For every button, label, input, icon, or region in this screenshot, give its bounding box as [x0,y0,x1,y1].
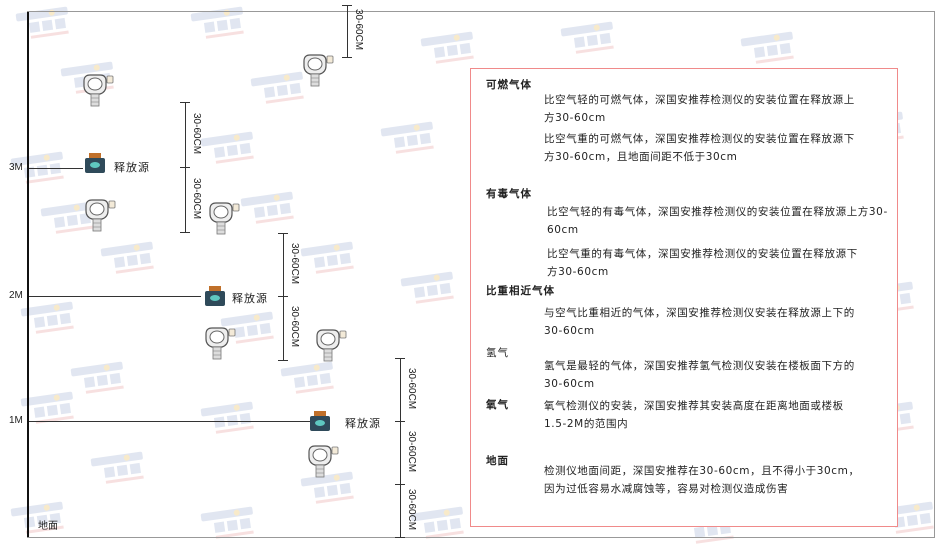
ground-text: 检测仪地面间距，深国安推荐在30-60cm，且不得小于30cm，因为过低容易水减… [544,465,860,495]
toxic-heavier: 比空气重的有毒气体，深国安推荐检测仪的安装位置在释放源下方30-60cm [547,248,858,278]
dimension-line [400,421,401,484]
gas-detector-icon [85,199,116,232]
dimension-label: 30-60CM [406,488,417,530]
source-label: 释放源 [232,292,268,305]
hydrogen-title: 氢气 [486,347,509,359]
dimension-label: 30-60CM [353,9,364,51]
watermark-logo [300,241,354,274]
dimension-tick [395,421,405,422]
level-line-3m [29,168,83,169]
watermark-logo [20,301,74,334]
dimension-tick [395,358,405,359]
similar-text: 与空气比重相近的气体，深国安推荐检测仪安装在释放源上下的30-60cm [544,307,855,337]
watermark-logo [380,121,434,154]
wall-line [27,11,29,538]
dimension-line [283,296,284,360]
watermark-logo [740,31,794,64]
dimension-tick [180,102,190,103]
floor-line [27,537,935,538]
dimension-label: 30-60CM [406,367,417,409]
combustible-title: 可燃气体 [486,79,532,91]
legend-box: 可燃气体 比空气轻的可燃气体，深国安推荐检测仪的安装位置在释放源上方30-60c… [470,68,898,527]
toxic-title: 有毒气体 [486,188,532,200]
watermark-logo [190,6,244,39]
hydrogen-text: 氢气是最轻的气体，深国安推荐氢气检测仪安装在楼板面下方的30-60cm [544,360,855,390]
watermark-logo [70,361,124,394]
watermark-logo [90,451,144,484]
watermark-logo [15,6,69,39]
dimension-tick [342,57,352,58]
source-label: 释放源 [114,161,150,174]
oxygen-title: 氧气 [486,399,509,411]
gas-source-icon [310,411,330,431]
watermark-logo [420,31,474,64]
ground-title: 地面 [486,455,509,467]
watermark-logo [280,361,334,394]
gas-detector-icon [303,54,334,87]
dimension-tick [278,296,288,297]
dimension-tick [395,537,405,538]
dimension-label: 30-60CM [191,177,202,219]
combustible-lighter: 比空气轻的可燃气体，深国安推荐检测仪的安装位置在释放源上方30-60cm [544,94,855,124]
dimension-tick [278,360,288,361]
watermark-logo [200,506,254,539]
watermark-logo [400,271,454,304]
watermark-logo [10,501,64,534]
dimension-label: 30-60CM [406,430,417,472]
watermark-logo [410,506,464,539]
source-label: 释放源 [345,417,381,430]
watermark-logo [10,151,64,184]
combustible-heavier: 比空气重的可燃气体，深国安推荐检测仪的安装位置在释放源下方30-60cm，且地面… [544,133,855,163]
dimension-line [185,167,186,232]
dimension-tick [180,232,190,233]
watermark-logo [100,241,154,274]
dimension-line [347,5,348,57]
dimension-tick [180,167,190,168]
dimension-label: 30-60CM [289,242,300,284]
ceiling-line [27,11,935,12]
floor-label: 地面 [38,521,58,532]
level-line-1m [29,421,311,422]
dimension-line [400,484,401,537]
gas-source-icon [85,153,105,173]
dimension-tick [395,484,405,485]
similar-title: 比重相近气体 [486,285,555,297]
watermark-logo [240,191,294,224]
level-1m: 1M [9,415,23,426]
dimension-line [400,358,401,421]
dimension-line [185,102,186,167]
watermark-logo [300,471,354,504]
watermark-logo [200,131,254,164]
gas-detector-icon [83,74,114,107]
level-2m: 2M [9,290,23,301]
gas-detector-icon [308,445,339,478]
dimension-label: 30-60CM [191,112,202,154]
gas-detector-icon [209,202,240,235]
watermark-logo [20,391,74,424]
dimension-label: 30-60CM [289,306,300,348]
dimension-line [283,233,284,296]
dimension-tick [342,5,352,6]
right-edge-line [934,11,935,538]
watermark-logo [200,401,254,434]
watermark-logo [220,311,274,344]
oxygen-text: 氧气检测仪的安装，深国安推荐其安装高度在距离地面或楼板1.5-2M的范围内 [544,400,844,430]
dimension-tick [278,233,288,234]
toxic-lighter: 比空气轻的有毒气体，深国安推荐检测仪的安装位置在释放源上方30-60cm [547,206,888,236]
watermark-logo [560,21,614,54]
level-3m: 3M [9,162,23,173]
gas-detector-icon [205,327,236,360]
gas-detector-icon [316,329,347,362]
level-line-2m [29,296,201,297]
watermark-logo [250,71,304,104]
gas-source-icon [205,286,225,306]
